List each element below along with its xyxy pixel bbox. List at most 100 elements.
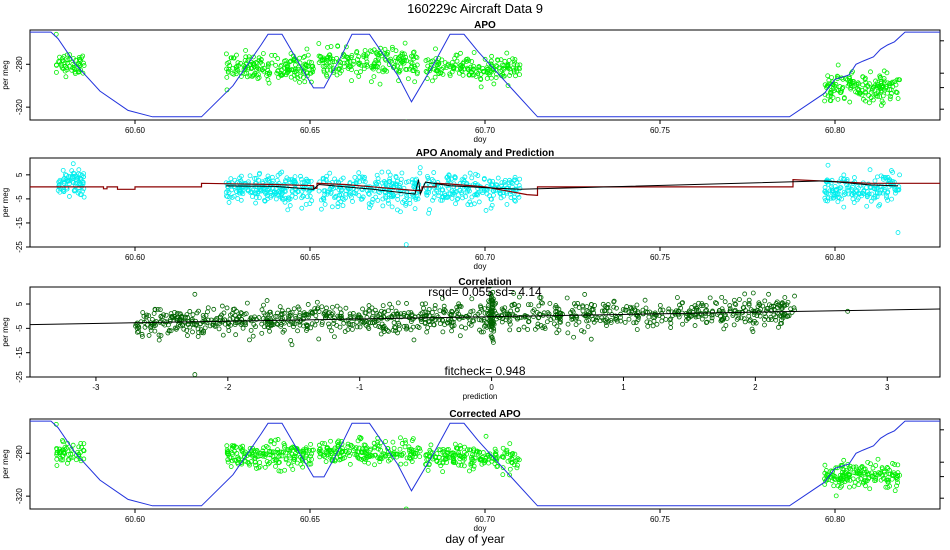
corrected-point (892, 462, 898, 467)
apo-point (409, 60, 415, 66)
anomaly-x-tick-label: 60.75 (650, 253, 671, 262)
correlation-point (689, 305, 695, 310)
figure-bottom-label: day of year (445, 532, 504, 546)
apo-point (234, 52, 239, 58)
corrected-point (409, 459, 415, 464)
correlation-point (410, 316, 416, 322)
correlation-point (544, 319, 550, 325)
anomaly-point (852, 175, 857, 180)
correlation-point (750, 329, 756, 334)
apo-point (485, 66, 490, 72)
apo-point (384, 51, 389, 57)
correlation-point (748, 307, 754, 313)
corrected-point (866, 476, 871, 482)
apo-point (507, 73, 512, 78)
apo-point (77, 62, 83, 68)
apo-point (895, 96, 901, 101)
apo-point (436, 70, 442, 76)
correlation-point (421, 305, 426, 311)
correlation-point (426, 307, 432, 312)
correlation-point (205, 305, 211, 311)
apo-point (402, 40, 408, 46)
apo-point (226, 66, 232, 72)
correlation-point (746, 297, 752, 303)
corrected-point (441, 448, 447, 454)
apo-point (249, 66, 254, 72)
correlation-point (628, 306, 634, 311)
apo-point (272, 53, 278, 58)
anomaly-point (226, 200, 232, 205)
correlation-point (477, 327, 482, 333)
correlation-point (731, 297, 737, 303)
correlation-point (741, 316, 747, 322)
correlation-point (654, 321, 660, 327)
apo-point (397, 68, 403, 74)
corrected-point (832, 474, 838, 479)
correlation-point (196, 330, 202, 335)
correlation-point (441, 303, 447, 309)
apo-point (392, 63, 397, 69)
correlation-point (287, 310, 293, 316)
apo-point (870, 97, 876, 103)
corrected-point (264, 459, 270, 464)
apo-point (335, 43, 341, 49)
anomaly-point (475, 173, 481, 178)
corrected-point (391, 445, 397, 451)
correlation-point (697, 311, 703, 317)
anomaly-point (228, 176, 234, 181)
correlation-point (603, 320, 609, 326)
anomaly-point (299, 205, 305, 211)
correlation-y-tick-label: 5 (15, 301, 24, 306)
correlation-point (305, 302, 311, 307)
corrected-plot-frame (29, 418, 941, 510)
correlation-point (481, 329, 486, 335)
correlation-point (279, 311, 285, 317)
apo-point (841, 95, 847, 101)
correlation-point (190, 312, 196, 318)
corrected-point (399, 441, 405, 446)
corrected-point (390, 439, 396, 445)
correlation-point (785, 299, 791, 305)
apo-point (60, 55, 65, 61)
correlation-point (331, 318, 337, 323)
corrected-point (262, 464, 268, 470)
correlation-point (659, 318, 665, 324)
corrected-point (303, 452, 309, 458)
correlation-outlier-point (192, 291, 198, 297)
correlation-point (362, 310, 368, 316)
anomaly-x-tick-label: 60.60 (125, 253, 146, 262)
anomaly-point (262, 198, 268, 204)
apo-point (371, 47, 377, 53)
apo-point (430, 78, 435, 84)
corrected-point (436, 455, 442, 460)
correlation-point (310, 311, 315, 316)
apo-point (513, 73, 518, 79)
apo-point (297, 79, 302, 85)
anomaly-point (868, 198, 874, 204)
anomaly-point (347, 190, 353, 195)
corrected-point (847, 484, 852, 490)
corrected-point (477, 457, 483, 463)
anomaly-point (366, 191, 371, 196)
apo-point (884, 84, 890, 89)
apo-point (486, 70, 492, 76)
correlation-point (763, 308, 769, 314)
corrected-point (268, 439, 274, 445)
correlation-point (425, 325, 431, 331)
apo-point (242, 71, 248, 76)
apo-point (517, 72, 522, 78)
apo-point (896, 77, 902, 83)
apo-point (369, 79, 374, 85)
apo-point (300, 74, 306, 80)
correlation-point (248, 327, 254, 333)
correlation-point (190, 329, 195, 335)
corrected-point (265, 461, 271, 467)
anomaly-point (457, 188, 463, 193)
correlation-point (239, 311, 245, 316)
corrected-point (839, 483, 844, 489)
correlation-point (734, 317, 740, 322)
correlation-point (331, 334, 337, 340)
anomaly-point (892, 190, 898, 196)
correlation-point (177, 311, 183, 317)
corrected-point (236, 456, 242, 461)
